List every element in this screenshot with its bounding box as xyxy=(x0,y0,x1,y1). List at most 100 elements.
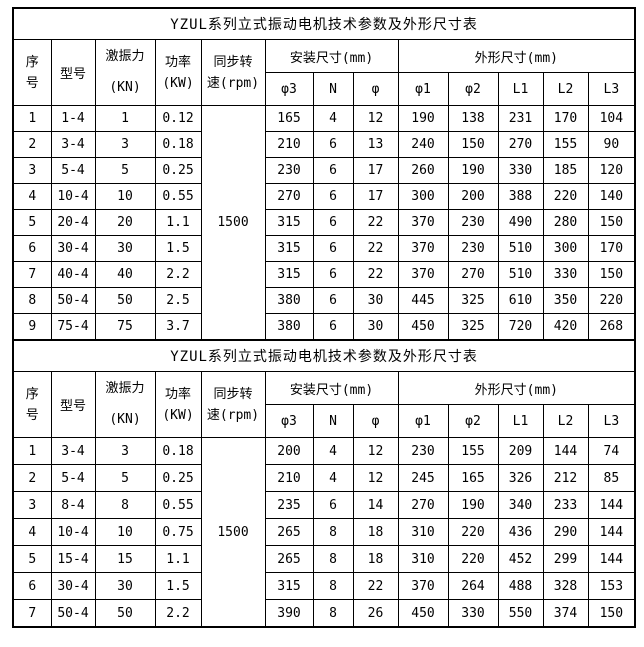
cell: 200 xyxy=(264,437,314,465)
cell: 17 xyxy=(352,183,399,210)
header-power: 功率 (KW) xyxy=(154,371,202,438)
cell: 8 xyxy=(312,518,354,546)
cell: 0.75 xyxy=(154,518,202,546)
cell: 280 xyxy=(542,209,589,236)
cell: 0.12 xyxy=(154,105,202,132)
cell: 315 xyxy=(264,572,314,600)
cell: 209 xyxy=(497,437,544,465)
cell: 170 xyxy=(542,105,589,132)
header-seq-line2: 号 xyxy=(25,75,39,91)
cell: 12 xyxy=(352,464,399,492)
cell: 315 xyxy=(264,235,314,262)
header-phi: φ xyxy=(352,72,399,106)
header-speed-line1: 同步转 xyxy=(213,386,253,402)
cell: 165 xyxy=(264,105,314,132)
header-power-line2: (KW) xyxy=(162,75,194,91)
table-title: YZUL系列立式振动电机技术参数及外形尺寸表 xyxy=(12,7,636,40)
table-row: 7 50-4 50 2.2 390 8 26 450 330 550 374 150 xyxy=(12,599,636,628)
header-l3: L3 xyxy=(587,404,636,438)
cell: 2 xyxy=(12,464,52,492)
header-phi3: φ3 xyxy=(264,72,314,106)
cell: 268 xyxy=(587,313,636,341)
cell: 40-4 xyxy=(50,261,96,288)
table-title-row: YZUL系列立式振动电机技术参数及外形尺寸表 xyxy=(12,7,636,40)
cell: 144 xyxy=(587,491,636,519)
table-row: 3 5-4 5 0.25 230 6 17 260 190 330 185 120 xyxy=(12,157,636,184)
cell: 75-4 xyxy=(50,313,96,341)
cell: 1 xyxy=(12,105,52,132)
cell: 4 xyxy=(12,518,52,546)
table-row: 8 50-4 50 2.5 380 6 30 445 325 610 350 220 xyxy=(12,287,636,314)
header-phi: φ xyxy=(352,404,399,438)
cell: 370 xyxy=(397,261,449,288)
header-power-line2: (KW) xyxy=(162,407,194,423)
cell: 50-4 xyxy=(50,287,96,314)
cell: 270 xyxy=(497,131,544,158)
cell: 270 xyxy=(447,261,499,288)
table-row: 7 40-4 40 2.2 315 6 22 370 270 510 330 150 xyxy=(12,261,636,288)
cell: 1 xyxy=(12,437,52,465)
table-row: 1 1-4 1 0.12 1500 165 4 12 190 138 231 170 104 xyxy=(12,105,636,341)
cell: 550 xyxy=(497,599,544,628)
header-seq: 序 号 xyxy=(12,371,52,438)
cell: 75 xyxy=(94,313,156,341)
table-body: 1 1-4 1 0.12 1500 165 4 12 190 138 231 170 104 2 3-4 3 0… xyxy=(12,105,636,341)
cell: 10-4 xyxy=(50,518,96,546)
cell: 230 xyxy=(447,235,499,262)
cell: 220 xyxy=(447,545,499,573)
cell: 9 xyxy=(12,313,52,341)
cell: 310 xyxy=(397,518,449,546)
cell: 315 xyxy=(264,261,314,288)
cell: 6 xyxy=(12,235,52,262)
cell: 155 xyxy=(447,437,499,465)
header-speed-line2: 速(rpm) xyxy=(206,407,260,423)
cell: 2.2 xyxy=(154,599,202,628)
cell: 5 xyxy=(12,209,52,236)
cell: 452 xyxy=(497,545,544,573)
header-speed: 同步转 速(rpm) xyxy=(200,371,266,438)
cell: 3-4 xyxy=(50,437,96,465)
cell: 90 xyxy=(587,131,636,158)
header-phi2: φ2 xyxy=(447,72,499,106)
cell: 310 xyxy=(397,545,449,573)
cell: 436 xyxy=(497,518,544,546)
cell: 0.55 xyxy=(154,491,202,519)
table-row: 2 5-4 5 0.25 210 4 12 245 165 326 212 85 xyxy=(12,464,636,492)
cell: 10-4 xyxy=(50,183,96,210)
cell: 8 xyxy=(12,287,52,314)
cell: 220 xyxy=(587,287,636,314)
cell: 6 xyxy=(312,209,354,236)
cell: 1-4 xyxy=(50,105,96,132)
cell: 450 xyxy=(397,599,449,628)
cell: 12 xyxy=(352,437,399,465)
cell: 299 xyxy=(542,545,589,573)
cell: 374 xyxy=(542,599,589,628)
header-power-line1: 功率 xyxy=(164,386,191,402)
cell: 104 xyxy=(587,105,636,132)
cell: 8 xyxy=(94,491,156,519)
cell: 200 xyxy=(447,183,499,210)
cell: 20-4 xyxy=(50,209,96,236)
cell: 185 xyxy=(542,157,589,184)
cell: 2 xyxy=(12,131,52,158)
cell: 300 xyxy=(397,183,449,210)
cell: 15-4 xyxy=(50,545,96,573)
cell: 212 xyxy=(542,464,589,492)
cell: 510 xyxy=(497,235,544,262)
cell: 22 xyxy=(352,261,399,288)
cell: 0.18 xyxy=(154,131,202,158)
cell: 150 xyxy=(587,599,636,628)
cell: 6 xyxy=(312,261,354,288)
cell: 315 xyxy=(264,209,314,236)
cell: 5-4 xyxy=(50,464,96,492)
header-row-groups: 序 号 型号 激振力 (KN) 功率 (KW) xyxy=(12,39,636,106)
spec-table-1: YZUL系列立式振动电机技术参数及外形尺寸表 序 号 型号 激振力 (KN) xyxy=(12,7,637,341)
cell: 326 xyxy=(497,464,544,492)
cell: 3-4 xyxy=(50,131,96,158)
cell: 165 xyxy=(447,464,499,492)
cell: 235 xyxy=(264,491,314,519)
cell: 30-4 xyxy=(50,572,96,600)
table-row: 1 3-4 3 0.18 1500 200 4 12 230 155 209 144 74 xyxy=(12,437,636,628)
table-row: 4 10-4 10 0.75 265 8 18 310 220 436 290 144 xyxy=(12,518,636,546)
